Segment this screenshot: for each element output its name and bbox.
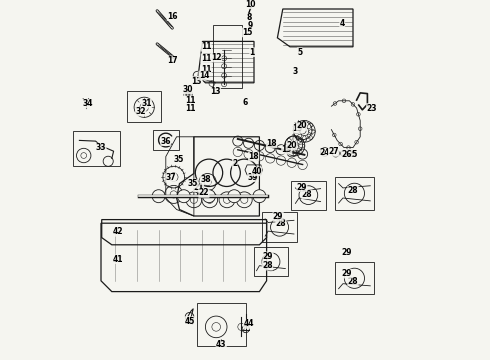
Text: 17: 17 — [167, 56, 177, 65]
Text: 20: 20 — [287, 141, 297, 150]
Text: 22: 22 — [199, 188, 209, 197]
Text: 37: 37 — [166, 174, 176, 182]
Text: 45: 45 — [184, 317, 195, 325]
Text: 11: 11 — [201, 54, 211, 63]
Text: 11: 11 — [185, 104, 196, 112]
Circle shape — [253, 190, 266, 203]
Text: 41: 41 — [113, 255, 123, 264]
Text: 24: 24 — [319, 148, 330, 157]
Text: 29: 29 — [263, 252, 273, 261]
Bar — [153, 130, 179, 150]
Text: 23: 23 — [367, 104, 377, 112]
Text: 28: 28 — [276, 219, 286, 228]
Text: 12: 12 — [211, 53, 221, 62]
Text: 6: 6 — [243, 98, 247, 107]
Text: 16: 16 — [167, 12, 177, 21]
Text: 28: 28 — [348, 277, 358, 286]
Bar — [254, 247, 288, 276]
Text: 42: 42 — [113, 228, 123, 236]
Text: 15: 15 — [242, 28, 252, 37]
Text: 38: 38 — [200, 175, 211, 184]
Text: 36: 36 — [161, 136, 171, 145]
Text: 32: 32 — [135, 107, 146, 116]
Bar — [197, 303, 245, 346]
Text: 21: 21 — [194, 183, 204, 192]
Circle shape — [228, 190, 241, 203]
Text: 1: 1 — [249, 48, 255, 57]
Text: 2: 2 — [232, 159, 238, 168]
Circle shape — [152, 190, 165, 203]
Text: 26: 26 — [341, 150, 352, 158]
Text: 27: 27 — [328, 148, 339, 156]
Text: 8: 8 — [246, 13, 252, 22]
Text: 18: 18 — [248, 152, 259, 161]
Text: 35: 35 — [188, 179, 198, 188]
Text: 29: 29 — [341, 248, 352, 257]
Text: 30: 30 — [183, 85, 194, 94]
Text: 13: 13 — [210, 87, 221, 96]
Text: 19: 19 — [292, 124, 302, 133]
Bar — [335, 177, 374, 210]
Text: 25: 25 — [348, 150, 358, 158]
Text: 13: 13 — [192, 77, 202, 85]
Text: 11: 11 — [201, 42, 211, 51]
Text: 39: 39 — [247, 173, 258, 181]
Text: 29: 29 — [273, 212, 283, 221]
Text: 3: 3 — [293, 68, 298, 77]
Text: 19: 19 — [282, 145, 292, 154]
Text: 40: 40 — [251, 167, 262, 176]
Bar — [127, 91, 162, 122]
Text: 29: 29 — [341, 269, 352, 278]
Text: 35: 35 — [173, 155, 184, 164]
Bar — [262, 212, 297, 242]
Text: 28: 28 — [348, 186, 358, 195]
Text: 14: 14 — [199, 71, 209, 80]
Bar — [213, 25, 242, 88]
Text: 29: 29 — [296, 183, 307, 192]
Text: 34: 34 — [82, 99, 93, 108]
Text: 10: 10 — [245, 0, 255, 9]
Circle shape — [202, 190, 216, 203]
Text: 11: 11 — [185, 96, 196, 105]
Bar — [335, 262, 374, 294]
Bar — [73, 131, 120, 166]
Text: 33: 33 — [96, 143, 106, 152]
Text: 28: 28 — [302, 190, 312, 199]
Text: 44: 44 — [244, 320, 254, 328]
Text: 9: 9 — [247, 21, 253, 30]
Text: 5: 5 — [297, 48, 302, 57]
Text: 43: 43 — [216, 341, 226, 349]
Text: 31: 31 — [141, 99, 151, 108]
Text: 11: 11 — [201, 65, 211, 74]
Text: 18: 18 — [267, 139, 277, 148]
Circle shape — [177, 190, 190, 203]
Bar — [291, 181, 326, 210]
Text: 4: 4 — [340, 19, 345, 28]
Text: 28: 28 — [262, 261, 272, 270]
Text: 7: 7 — [246, 6, 252, 15]
Text: 20: 20 — [296, 122, 307, 130]
